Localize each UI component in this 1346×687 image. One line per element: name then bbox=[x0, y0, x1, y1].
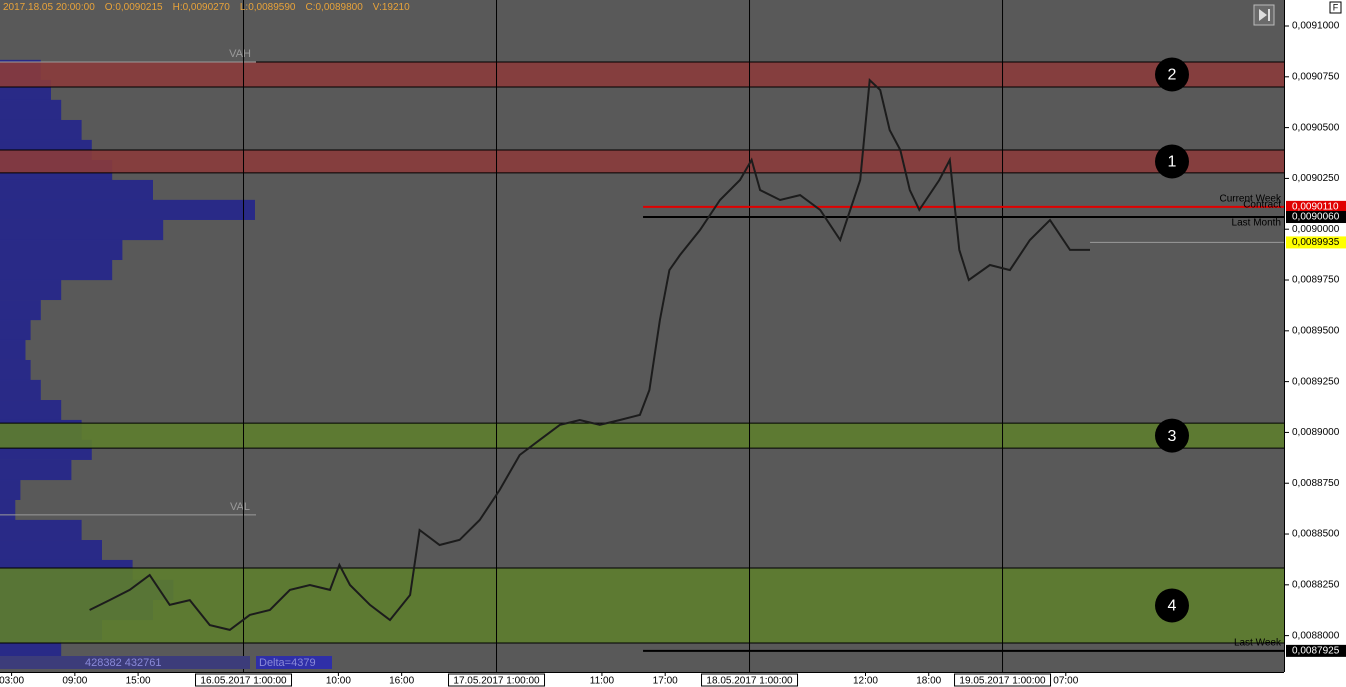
zone-number: 1 bbox=[1168, 154, 1177, 171]
x-tick-label: 03:00 bbox=[0, 676, 25, 687]
zone-number: 2 bbox=[1168, 67, 1177, 84]
profile-delta: Delta=4379 bbox=[259, 657, 316, 669]
plot-background bbox=[0, 0, 1284, 672]
x-tick-label: 09:00 bbox=[62, 676, 87, 687]
x-tick-label: 10:00 bbox=[326, 676, 351, 687]
date-label-box bbox=[954, 673, 1052, 687]
profile-bar bbox=[0, 279, 62, 301]
y-tick-label: 0,0088750 bbox=[1292, 478, 1340, 489]
totals-box bbox=[0, 656, 250, 669]
profile-bar bbox=[0, 499, 16, 521]
value-area-label: VAL bbox=[230, 501, 250, 513]
profile-bar bbox=[0, 300, 41, 321]
profile-bar bbox=[0, 219, 164, 241]
date-tick-label: 18.05.2017 1:00:00 bbox=[706, 676, 793, 687]
header: 2017.18.05 20:00:00 O:0,0090215 H:0,009027… bbox=[3, 2, 410, 13]
profile-bar bbox=[0, 459, 72, 481]
level-name: Contract bbox=[1243, 200, 1281, 211]
profile-bar bbox=[0, 639, 62, 661]
header-open: O:0,0090215 bbox=[105, 2, 163, 13]
zone-number: 3 bbox=[1168, 428, 1177, 445]
profile-bar bbox=[0, 99, 62, 120]
zone-marker bbox=[1155, 144, 1189, 179]
profile-totals: 428382 432761 bbox=[85, 657, 161, 669]
last-price-tag bbox=[1286, 236, 1346, 249]
y-tick-label: 0,0090750 bbox=[1292, 71, 1340, 82]
y-tick-label: 0,0089750 bbox=[1292, 275, 1340, 286]
zone-marker bbox=[1155, 418, 1189, 453]
zone-number: 4 bbox=[1168, 598, 1177, 615]
y-tick-label: 0,0090250 bbox=[1292, 173, 1340, 184]
profile-bar bbox=[0, 260, 113, 281]
header-high: H:0,0090270 bbox=[173, 2, 231, 13]
x-tick-label: 12:00 bbox=[853, 676, 878, 687]
zone-marker bbox=[1155, 588, 1189, 623]
price-axis-background bbox=[1284, 0, 1346, 687]
price-tag bbox=[1286, 211, 1346, 224]
zone-marker bbox=[1155, 57, 1189, 92]
y-tick-label: 0,0090500 bbox=[1292, 122, 1340, 133]
zone bbox=[0, 423, 1284, 449]
price-line bbox=[89, 77, 1090, 631]
price-tag bbox=[1286, 644, 1346, 657]
date-label-box bbox=[195, 673, 293, 687]
zone bbox=[0, 149, 1284, 173]
profile-bar bbox=[0, 119, 82, 141]
header-close: C:0,0089800 bbox=[306, 2, 364, 13]
profile-bar bbox=[0, 339, 26, 360]
level-name: Last Week bbox=[1234, 638, 1282, 649]
y-tick-label: 0,0091000 bbox=[1292, 21, 1340, 32]
f-button-label: F bbox=[1333, 2, 1339, 12]
y-tick-label: 0,0089500 bbox=[1292, 325, 1340, 336]
level-name: Last Month bbox=[1232, 218, 1281, 229]
x-tick-label: 18:00 bbox=[916, 676, 941, 687]
price-tag-label: 0,0087925 bbox=[1292, 646, 1340, 657]
profile-bar bbox=[0, 179, 153, 201]
profile-bar bbox=[0, 540, 102, 561]
zone bbox=[0, 61, 1284, 87]
price-tag bbox=[1286, 200, 1346, 213]
date-tick-label: 19.05.2017 1:00:00 bbox=[959, 676, 1046, 687]
date-tick-label: 17.05.2017 1:00:00 bbox=[453, 676, 540, 687]
x-tick-label: 17:00 bbox=[653, 676, 678, 687]
x-tick-label: 15:00 bbox=[126, 676, 151, 687]
y-tick-label: 0,0089250 bbox=[1292, 376, 1340, 387]
level-name: Current Week bbox=[1219, 194, 1282, 205]
y-tick-label: 0,0088000 bbox=[1292, 630, 1340, 641]
header-time: 2017.18.05 20:00:00 bbox=[3, 2, 95, 13]
x-tick-label: 11:00 bbox=[590, 676, 615, 687]
f-button[interactable] bbox=[1329, 1, 1342, 14]
value-area-label: VAH bbox=[229, 48, 251, 60]
delta-box bbox=[256, 656, 332, 669]
profile-bar bbox=[0, 359, 31, 381]
profile-bar bbox=[0, 199, 255, 220]
profile-bar bbox=[0, 319, 31, 341]
time-axis-background bbox=[0, 672, 1284, 687]
last-price-label: 0,0089935 bbox=[1292, 237, 1340, 248]
zone bbox=[0, 567, 1284, 643]
y-tick-label: 0,0088500 bbox=[1292, 529, 1340, 540]
price-tag-label: 0,0090110 bbox=[1292, 202, 1339, 213]
profile-bar bbox=[0, 479, 21, 500]
scroll-end-icon bbox=[1259, 9, 1270, 21]
profile-bar bbox=[0, 519, 82, 541]
y-tick-label: 0,0089000 bbox=[1292, 427, 1340, 438]
y-tick-label: 0,0088250 bbox=[1292, 579, 1340, 590]
date-tick-label: 16.05.2017 1:00:00 bbox=[200, 676, 287, 687]
profile-bar bbox=[0, 239, 123, 261]
x-tick-label: 16:00 bbox=[389, 676, 414, 687]
date-label-box bbox=[701, 673, 799, 687]
x-tick-label: 07:00 bbox=[1053, 676, 1078, 687]
header-low: L:0,0089590 bbox=[240, 2, 296, 13]
price-tag-label: 0,0090060 bbox=[1292, 212, 1340, 223]
y-tick-label: 0,0090000 bbox=[1292, 224, 1340, 235]
header-volume: V:19210 bbox=[373, 2, 410, 13]
profile-bar bbox=[0, 379, 41, 401]
date-label-box bbox=[448, 673, 546, 687]
profile-bar bbox=[0, 400, 62, 421]
